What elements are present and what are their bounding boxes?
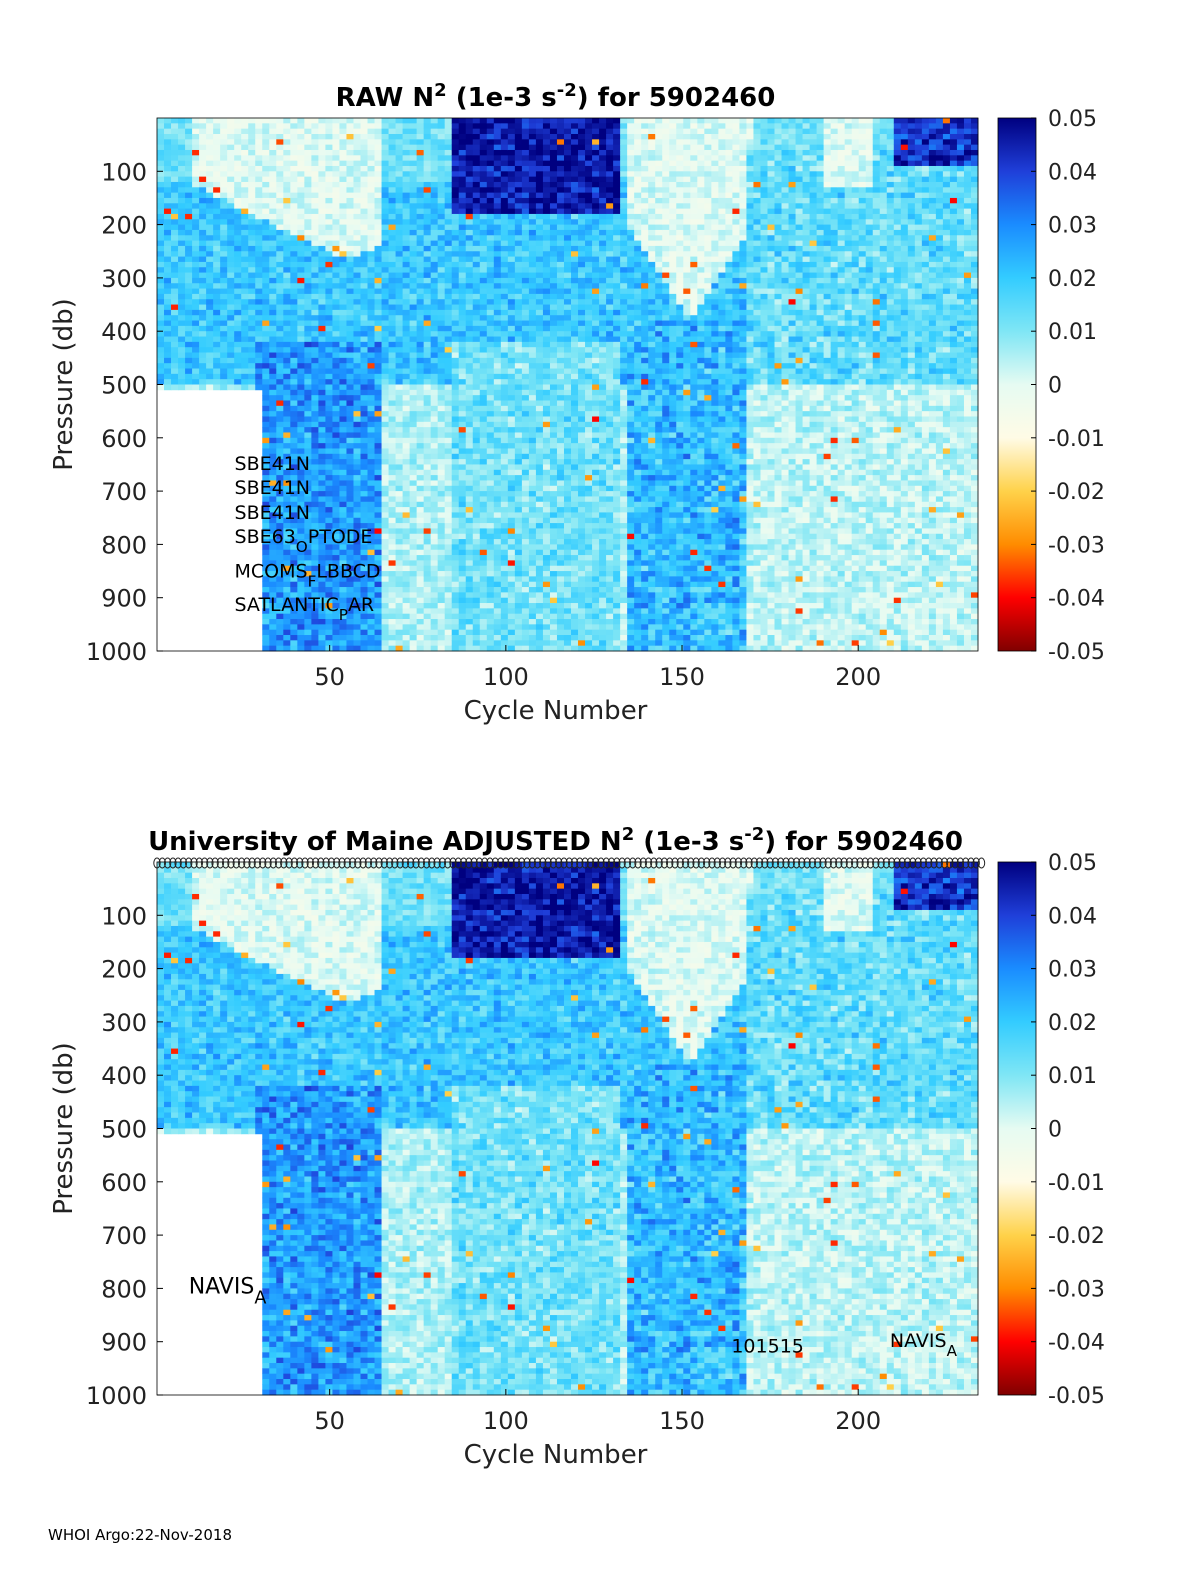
adjusted-n2-panel: 50 100 150 200 100 200 300 400 500 600 700 800 900 10… [49, 824, 1105, 1471]
x-tick-label: 100 [483, 1407, 529, 1435]
colorbar-tick-label: 0.04 [1048, 160, 1097, 185]
y-axis-label: Pressure (db) [49, 1042, 79, 1215]
x-tick-label: 50 [314, 1407, 345, 1435]
y-tick-label: 500 [101, 1116, 147, 1144]
colorbar-tick-label: -0.05 [1048, 640, 1105, 665]
x-axis-label: Cycle Number [464, 1440, 648, 1470]
y-axis-label: Pressure (db) [49, 298, 79, 471]
y-tick-label: 400 [101, 1062, 147, 1090]
chart-annotation: NAVISA [189, 1275, 267, 1309]
x-tick-label: 100 [483, 663, 529, 691]
footer-label: WHOI Argo:22-Nov-2018 [48, 1526, 232, 1544]
y-tick-label: 600 [101, 1169, 147, 1197]
colorbar-tick-label: 0.03 [1048, 958, 1097, 983]
colorbar-tick-label: -0.04 [1048, 587, 1105, 612]
chart-annotation: SBE41N [235, 453, 311, 475]
colorbar-tick-label: -0.01 [1048, 427, 1105, 452]
y-tick-label: 300 [101, 1009, 147, 1037]
y-tick-label: 700 [101, 1222, 147, 1250]
y-tick-label: 200 [101, 212, 147, 240]
chart-title: University of Maine ADJUSTED N2 (1e-3 s-… [148, 824, 963, 858]
colorbar-tick-label: -0.03 [1048, 1277, 1105, 1302]
colorbar-tick-label: 0.02 [1048, 1011, 1097, 1036]
x-tick-label: 50 [314, 663, 345, 691]
colorbar-tick-label: 0.03 [1048, 214, 1097, 239]
colorbar-tick-label: -0.03 [1048, 533, 1105, 558]
y-tick-label: 900 [101, 1329, 147, 1357]
x-tick-label: 150 [659, 663, 705, 691]
colorbar-tick-label: 0 [1048, 374, 1062, 399]
y-tick-label: 800 [101, 531, 147, 559]
chart-annotation: SBE41N [235, 477, 311, 499]
chart-annotation: 101515 [731, 1335, 804, 1357]
y-tick-label: 900 [101, 585, 147, 613]
y-tick-label: 1000 [86, 638, 147, 666]
colorbar-tick-label: 0.05 [1048, 107, 1097, 132]
colorbar-tick-label: -0.04 [1048, 1331, 1105, 1356]
y-tick-label: 600 [101, 425, 147, 453]
colorbar-tick-label: 0.01 [1048, 320, 1097, 345]
y-tick-label: 700 [101, 478, 147, 506]
y-tick-label: 1000 [86, 1382, 147, 1410]
x-tick-label: 200 [835, 663, 881, 691]
y-tick-label: 100 [101, 902, 147, 930]
colorbar [998, 118, 1036, 651]
colorbar [998, 862, 1036, 1395]
chart-title: RAW N2 (1e-3 s-2) for 5902460 [336, 80, 776, 114]
colorbar-tick-label: -0.02 [1048, 480, 1105, 505]
y-tick-label: 300 [101, 265, 147, 293]
x-tick-label: 200 [835, 1407, 881, 1435]
x-axis-label: Cycle Number [464, 696, 648, 726]
colorbar-tick-label: -0.01 [1048, 1171, 1105, 1196]
colorbar-tick-label: -0.02 [1048, 1224, 1105, 1249]
colorbar-tick-label: 0.05 [1048, 851, 1097, 876]
y-tick-label: 100 [101, 158, 147, 186]
x-tick-label: 150 [659, 1407, 705, 1435]
y-tick-label: 800 [101, 1275, 147, 1303]
colorbar-tick-label: 0.04 [1048, 904, 1097, 929]
colorbar-tick-label: 0 [1048, 1118, 1062, 1143]
heatmap-cells [157, 862, 978, 1395]
chart-annotation: SBE41N [235, 502, 311, 524]
colorbar-tick-label: -0.05 [1048, 1384, 1105, 1409]
colorbar-tick-label: 0.02 [1048, 267, 1097, 292]
y-tick-label: 400 [101, 318, 147, 346]
raw-n2-panel: 50 100 150 200 100 200 300 400 500 600 700 800 900 10… [49, 80, 1105, 727]
y-tick-label: 500 [101, 372, 147, 400]
colorbar-tick-label: 0.01 [1048, 1064, 1097, 1089]
y-tick-label: 200 [101, 956, 147, 984]
